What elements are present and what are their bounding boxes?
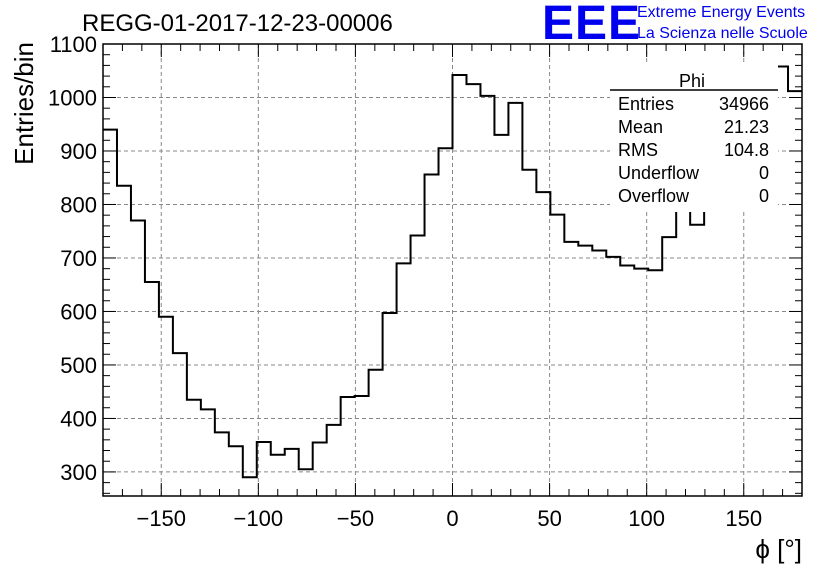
y-tick-label: 600 [60, 299, 97, 324]
x-tick-label: −50 [337, 506, 374, 531]
histogram-bin [704, 177, 718, 496]
histogram-bin [229, 446, 243, 496]
y-tick-label: 400 [60, 406, 97, 431]
histogram-bin [117, 186, 131, 496]
y-tick-label: 1000 [48, 85, 97, 110]
histogram-bin [592, 250, 606, 496]
histogram-bin [411, 235, 425, 496]
chart-title: REGG-01-2017-12-23-00006 [82, 10, 393, 37]
histogram-bin [634, 269, 648, 496]
y-tick-label: 700 [60, 246, 97, 271]
histogram-bin [285, 449, 299, 496]
histogram-bin [578, 246, 592, 496]
histogram-bin [536, 192, 550, 496]
histogram-bin [383, 313, 397, 496]
histogram-bin [690, 225, 704, 496]
stats-row-value: 0 [759, 186, 769, 206]
y-axis-label: Entries/bin [9, 42, 39, 165]
histogram-bin [425, 175, 439, 496]
y-tick-label: 800 [60, 192, 97, 217]
histogram-bin [257, 442, 271, 496]
histogram-bin [397, 263, 411, 496]
histogram-bin [550, 215, 564, 496]
y-tick-label: 1100 [50, 32, 97, 57]
y-tick-label: 300 [60, 460, 97, 485]
histogram-bin [201, 409, 215, 496]
axis-ticks [102, 43, 803, 496]
histogram-bin [494, 135, 508, 496]
histogram-bin [564, 242, 578, 496]
stats-row-label: Entries [618, 94, 674, 114]
histogram-bin [453, 75, 467, 496]
stats-row-label: RMS [618, 140, 658, 160]
histogram-bin [355, 396, 369, 496]
histogram-bin [327, 425, 341, 496]
x-tick-label: 50 [537, 506, 561, 531]
logo-line-1: Extreme Energy Events [637, 4, 806, 21]
histogram-bin [662, 237, 676, 496]
eee-logo: EEE [542, 0, 642, 50]
stats-row-label: Mean [618, 117, 663, 137]
stats-row-label: Overflow [618, 186, 690, 206]
y-tick-label: 900 [60, 139, 97, 164]
histogram-bin [648, 270, 662, 496]
histogram-bin [341, 397, 355, 496]
logo-line-2: La Scienza nelle Scuole [637, 25, 808, 42]
x-tick-label: 100 [628, 506, 665, 531]
stats-row-value: 21.23 [724, 117, 769, 137]
tick-labels: −150 −100 −50 0 50 100 150 300 400 500 600 700 800 90… [48, 32, 762, 531]
stats-box-name: Phi [679, 71, 705, 91]
x-axis-label: ϕ [°] [755, 534, 802, 564]
histogram-bin [369, 370, 383, 496]
histogram-bin [439, 148, 453, 496]
histogram-bin [131, 221, 145, 496]
y-tick-label: 500 [60, 353, 97, 378]
histogram-bin [173, 353, 187, 496]
x-tick-label: 150 [725, 506, 762, 531]
stats-box-background [610, 62, 778, 212]
x-tick-label: 0 [446, 506, 458, 531]
histogram-bin [299, 469, 313, 496]
stats-row-value: 34966 [719, 94, 769, 114]
histogram-bin [508, 103, 522, 496]
stats-row-value: 0 [759, 163, 769, 183]
histogram-bin [788, 91, 802, 496]
histogram-bin [522, 170, 536, 496]
histogram-bin [159, 317, 173, 496]
stats-row-value: 104.8 [724, 140, 769, 160]
histogram-bin [187, 400, 201, 496]
histogram-bin [243, 477, 257, 496]
histogram-bin [718, 163, 732, 496]
histogram-bin [620, 265, 634, 496]
histogram-bin [676, 201, 690, 496]
histogram-bin [145, 282, 159, 496]
x-tick-label: −150 [136, 506, 186, 531]
histogram-bin [606, 257, 620, 496]
x-tick-label: −100 [234, 506, 284, 531]
histogram-bin [215, 432, 229, 496]
stats-row-label: Underflow [618, 163, 700, 183]
histogram-bin [466, 84, 480, 496]
histogram-bin [103, 130, 117, 496]
histogram-bin [313, 443, 327, 496]
histogram-bin [480, 96, 494, 496]
